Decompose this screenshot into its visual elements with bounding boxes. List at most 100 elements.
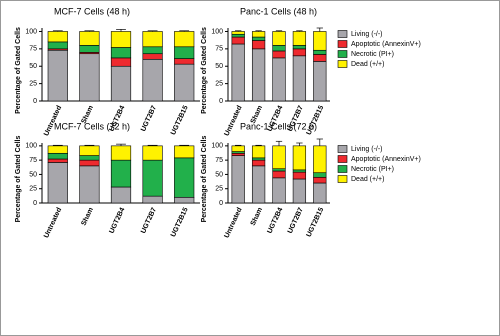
bar-segment: Apoptotic (AnnexinV+) [142, 53, 163, 60]
bar-segment: Necrotic (PI+) [251, 36, 266, 41]
error-bar [84, 144, 95, 146]
bar-segment: Dead (+/+) [313, 145, 327, 174]
error-bar [296, 142, 303, 146]
chart-title: MCF-7 Cells (48 h) [54, 6, 130, 16]
y-tick-label: 25 [29, 186, 37, 193]
legend-label: Dead (+/+) [351, 176, 384, 183]
legend-label: Apoptotic (AnnexinV+) [351, 156, 421, 163]
bar-segment: Dead (+/+) [79, 145, 100, 156]
y-axis-label: Percentage of Gated Cells [15, 27, 22, 114]
error-bar [275, 140, 283, 146]
legend-swatch [337, 50, 348, 58]
legend-swatch [337, 30, 348, 38]
y-axis-label: Percentage of Gated Cells [201, 27, 208, 114]
bar-segment: Dead (+/+) [272, 31, 286, 46]
error-bar [316, 138, 323, 146]
bar-segment: Dead (+/+) [110, 145, 132, 161]
bar-segment: Necrotic (PI+) [174, 157, 195, 198]
y-tick-label: 50 [29, 63, 37, 70]
legend-swatch [337, 175, 348, 183]
bar-segment: Apoptotic (AnnexinV+) [251, 40, 266, 50]
legend-label: Apoptotic (AnnexinV+) [351, 41, 421, 48]
bar-segment: Apoptotic (AnnexinV+) [110, 57, 132, 67]
bar-segment: Apoptotic (AnnexinV+) [251, 159, 266, 167]
bar-segment: Dead (+/+) [142, 31, 163, 48]
y-tick-label: 100 [211, 28, 223, 35]
bar-segment: Necrotic (PI+) [47, 152, 68, 160]
bar-segment: Apoptotic (AnnexinV+) [313, 54, 327, 62]
bar-segment: Dead (+/+) [272, 145, 286, 170]
y-tick-label: 100 [25, 143, 37, 150]
error-bar [235, 144, 242, 146]
bar-segment: Living (-/-) [292, 55, 307, 102]
error-bar [116, 29, 126, 32]
error-bar [179, 30, 190, 32]
bar-segment: Dead (+/+) [174, 31, 195, 48]
bar-segment: Dead (+/+) [47, 31, 68, 43]
legend-label: Necrotic (PI+) [351, 166, 394, 173]
error-bar [296, 30, 303, 32]
bar-segment: Living (-/-) [174, 196, 195, 204]
error-bar [52, 30, 63, 32]
error-bar [84, 30, 95, 32]
bar-segment: Dead (+/+) [174, 145, 195, 159]
bar-segment: Living (-/-) [292, 178, 307, 204]
y-tick-label: 25 [215, 186, 223, 193]
bar-segment: Necrotic (PI+) [313, 49, 327, 55]
legend-swatch [337, 165, 348, 173]
bar-segment: Living (-/-) [251, 165, 266, 204]
y-tick-label: 75 [215, 46, 223, 53]
bar-segment: Dead (+/+) [47, 145, 68, 154]
y-tick-label: 25 [215, 80, 223, 87]
error-bar [316, 27, 323, 32]
legend-swatch [337, 40, 348, 48]
chart-title: Panc-1 Cells (72 h) [240, 121, 317, 131]
bar-segment: Necrotic (PI+) [292, 169, 307, 173]
y-tick-label: 25 [29, 80, 37, 87]
bar-segment: Living (-/-) [47, 49, 68, 102]
error-bar [52, 144, 63, 146]
y-tick-label: 0 [219, 200, 223, 207]
bar-segment: Apoptotic (AnnexinV+) [272, 50, 286, 59]
legend-label: Necrotic (PI+) [351, 51, 394, 58]
bar-segment: Dead (+/+) [231, 31, 245, 35]
bar-segment: Living (-/-) [231, 155, 245, 204]
bar-segment: Living (-/-) [47, 162, 68, 204]
error-bar [116, 143, 126, 146]
y-tick-label: 75 [29, 46, 37, 53]
bar-segment: Necrotic (PI+) [110, 159, 132, 188]
bar-segment: Apoptotic (AnnexinV+) [231, 36, 245, 45]
y-tick-label: 0 [219, 98, 223, 105]
legend-label: Living (-/-) [351, 31, 383, 38]
bar-segment: Apoptotic (AnnexinV+) [292, 171, 307, 180]
y-tick-label: 100 [25, 28, 37, 35]
error-bar [255, 144, 262, 146]
bar-segment: Dead (+/+) [292, 145, 307, 171]
bar-segment: Living (-/-) [110, 186, 132, 204]
bar-segment: Living (-/-) [272, 57, 286, 102]
bar-segment: Necrotic (PI+) [251, 157, 266, 161]
y-tick-label: 50 [215, 171, 223, 178]
bar-segment: Living (-/-) [79, 165, 100, 204]
bar-segment: Necrotic (PI+) [174, 46, 195, 59]
bar-segment: Dead (+/+) [292, 31, 307, 46]
error-bar [147, 30, 158, 32]
legend-swatch [337, 145, 348, 153]
bar-segment: Apoptotic (AnnexinV+) [292, 48, 307, 57]
legend-swatch [337, 155, 348, 163]
error-bar [235, 30, 242, 32]
y-tick-label: 50 [29, 171, 37, 178]
bar-segment: Apoptotic (AnnexinV+) [231, 152, 245, 156]
bar-segment: Dead (+/+) [110, 31, 132, 48]
bar-segment: Living (-/-) [174, 63, 195, 102]
error-bar [255, 30, 262, 32]
bar-segment: Necrotic (PI+) [142, 46, 163, 55]
legend-swatch [337, 60, 348, 68]
legend-label: Dead (+/+) [351, 61, 384, 68]
bar-segment: Apoptotic (AnnexinV+) [272, 170, 286, 179]
y-tick-label: 50 [215, 63, 223, 70]
bar-segment: Necrotic (PI+) [292, 45, 307, 50]
bar-segment: Living (-/-) [142, 195, 163, 204]
